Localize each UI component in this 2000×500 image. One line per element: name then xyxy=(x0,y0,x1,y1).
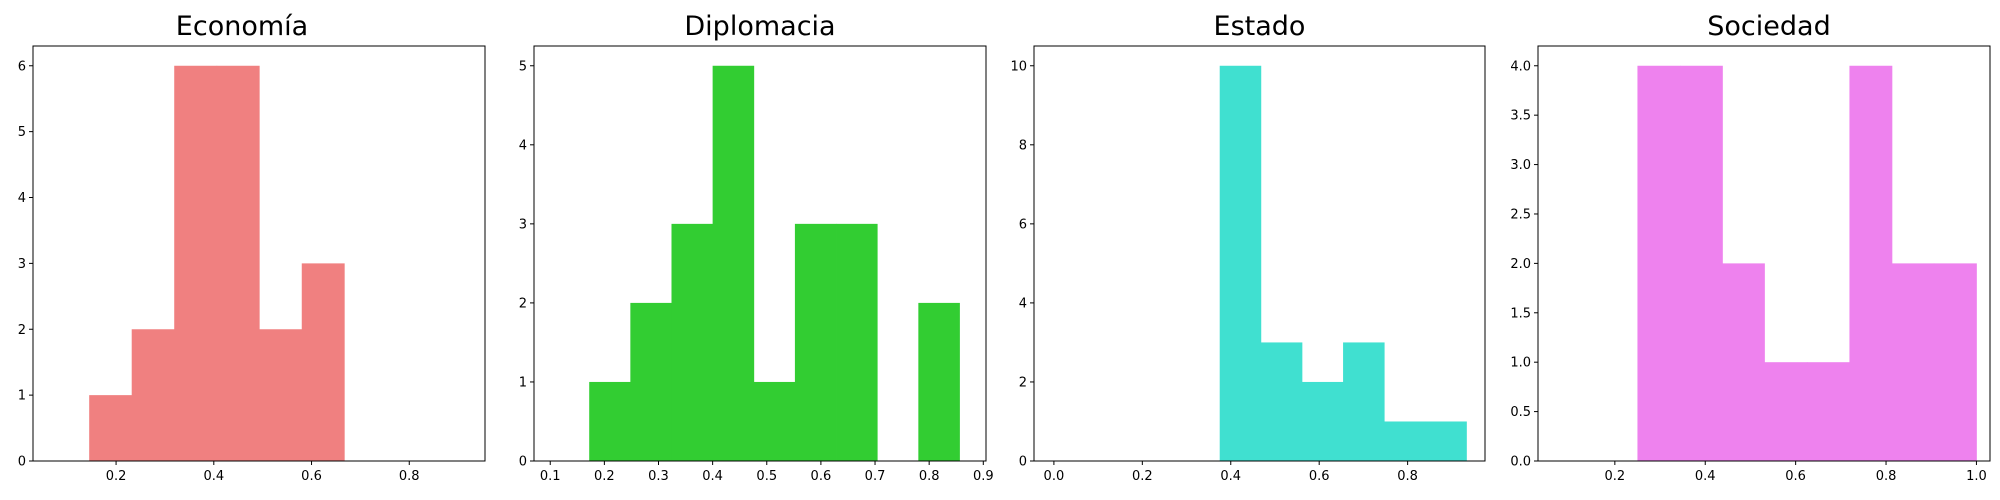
x-tick-label: 0.2 xyxy=(106,469,127,484)
x-tick-label: 0.0 xyxy=(1044,469,1065,484)
panel-title: Estado xyxy=(1214,11,1306,42)
y-tick-label: 2 xyxy=(18,323,26,338)
panel-title: Sociedad xyxy=(1707,11,1830,42)
histogram-bar-5 xyxy=(1849,65,1893,461)
y-tick-label: 1.5 xyxy=(1510,306,1531,321)
y-tick-label: 4 xyxy=(1019,296,1027,311)
x-tick-label: 0.2 xyxy=(1132,469,1153,484)
histogram-bar-1 xyxy=(630,302,672,461)
y-tick-label: 3.0 xyxy=(1510,158,1531,173)
histogram-bar-5 xyxy=(794,223,837,461)
y-tick-label: 2.5 xyxy=(1510,207,1531,222)
y-tick-label: 2 xyxy=(519,296,527,311)
histogram-bar-0 xyxy=(1637,65,1681,461)
y-tick-label: 3.5 xyxy=(1510,109,1531,124)
y-tick-label: 6 xyxy=(1019,217,1027,232)
histogram-bar-5 xyxy=(1425,421,1467,461)
x-tick-label: 0.6 xyxy=(1309,469,1330,484)
y-tick-label: 0.5 xyxy=(1510,405,1531,420)
x-tick-label: 0.4 xyxy=(203,469,224,484)
x-tick-label: 0.8 xyxy=(1397,469,1418,484)
x-tick-label: 0.9 xyxy=(973,469,994,484)
histogram-bar-2 xyxy=(1301,381,1344,461)
histogram-bar-4 xyxy=(259,329,303,461)
y-tick-label: 8 xyxy=(1019,138,1027,153)
x-tick-label: 0.8 xyxy=(919,469,940,484)
histogram-bar-2 xyxy=(174,65,218,461)
x-tick-label: 0.2 xyxy=(594,469,615,484)
histogram-bar-7 xyxy=(1933,263,1977,461)
histogram-bar-2 xyxy=(1722,263,1765,461)
y-tick-label: 3 xyxy=(18,257,26,272)
y-tick-label: 2 xyxy=(1019,375,1027,390)
axes-frame xyxy=(1033,45,1486,462)
histogram-bar-1 xyxy=(1679,65,1723,461)
axes-frame xyxy=(32,45,486,462)
histogram-bar-3 xyxy=(216,65,260,461)
x-tick-label: 0.4 xyxy=(1220,469,1241,484)
y-tick-label: 10 xyxy=(1010,59,1027,74)
axes-frame xyxy=(1537,45,1991,462)
histogram-bar-1 xyxy=(1260,342,1303,461)
y-tick-label: 0 xyxy=(1019,455,1027,470)
histogram-bar-0 xyxy=(589,381,631,461)
x-tick-label: 0.4 xyxy=(702,469,723,484)
histogram-bar-3 xyxy=(712,65,755,461)
histogram-bar-3 xyxy=(1764,362,1808,461)
x-tick-label: 0.6 xyxy=(301,469,322,484)
panel-sociedad: Sociedad 0.2 0.4 0.6 0.8 1.0 0.0 0.5 1.0 1.5 2.0 2… xyxy=(1510,11,1991,484)
panel-economia: Economía 0.2 0.4 0.6 0.8 0 1 2 3 4 5 6 xyxy=(18,11,486,484)
histogram-bar-3 xyxy=(1343,342,1385,461)
x-tick-label: 0.2 xyxy=(1604,469,1625,484)
y-tick-label: 2.0 xyxy=(1510,257,1531,272)
y-tick-label: 0 xyxy=(18,455,26,470)
histogram-bar-2 xyxy=(671,223,714,461)
histogram-bar-1 xyxy=(131,329,175,461)
x-tick-label: 0.6 xyxy=(1785,469,1806,484)
x-tick-label: 0.6 xyxy=(811,469,832,484)
histogram-bar-0 xyxy=(89,395,133,461)
panel-estado: Estado 0.0 0.2 0.4 0.6 0.8 0 2 4 6 8 10 xyxy=(1010,11,1486,484)
y-tick-label: 0.0 xyxy=(1510,455,1531,470)
x-tick-label: 0.3 xyxy=(648,469,669,484)
x-tick-label: 1.0 xyxy=(1966,469,1987,484)
histogram-bar-8 xyxy=(918,302,960,461)
y-tick-label: 6 xyxy=(18,59,26,74)
x-tick-label: 0.5 xyxy=(756,469,777,484)
x-tick-label: 0.4 xyxy=(1695,469,1716,484)
y-tick-label: 4 xyxy=(519,138,527,153)
y-tick-label: 0 xyxy=(519,455,527,470)
histogram-bar-6 xyxy=(1891,263,1935,461)
x-tick-label: 0.1 xyxy=(540,469,561,484)
x-tick-label: 0.7 xyxy=(865,469,886,484)
histogram-bar-4 xyxy=(753,381,796,461)
y-tick-label: 4 xyxy=(18,191,26,206)
panel-title: Economía xyxy=(176,11,308,42)
histogram-bar-0 xyxy=(1219,65,1262,461)
histogram-bar-4 xyxy=(1806,362,1850,461)
y-tick-label: 5 xyxy=(18,125,26,140)
histogram-bar-4 xyxy=(1384,421,1426,461)
histogram-bar-6 xyxy=(836,223,878,461)
x-tick-label: 0.8 xyxy=(399,469,420,484)
axes-frame xyxy=(533,45,987,462)
panel-diplomacia: Diplomacia 0.1 0.2 0.3 0.4 0.5 0.6 0.7 0.8 0.9 0 1… xyxy=(519,11,994,484)
y-tick-label: 1 xyxy=(18,389,26,404)
y-tick-label: 5 xyxy=(519,59,527,74)
panel-title: Diplomacia xyxy=(684,11,835,42)
y-tick-label: 4.0 xyxy=(1510,59,1531,74)
x-tick-label: 0.8 xyxy=(1876,469,1897,484)
y-tick-label: 1.0 xyxy=(1510,356,1531,371)
y-tick-label: 3 xyxy=(519,217,527,232)
histogram-bar-5 xyxy=(301,263,345,461)
y-tick-label: 1 xyxy=(519,375,527,390)
